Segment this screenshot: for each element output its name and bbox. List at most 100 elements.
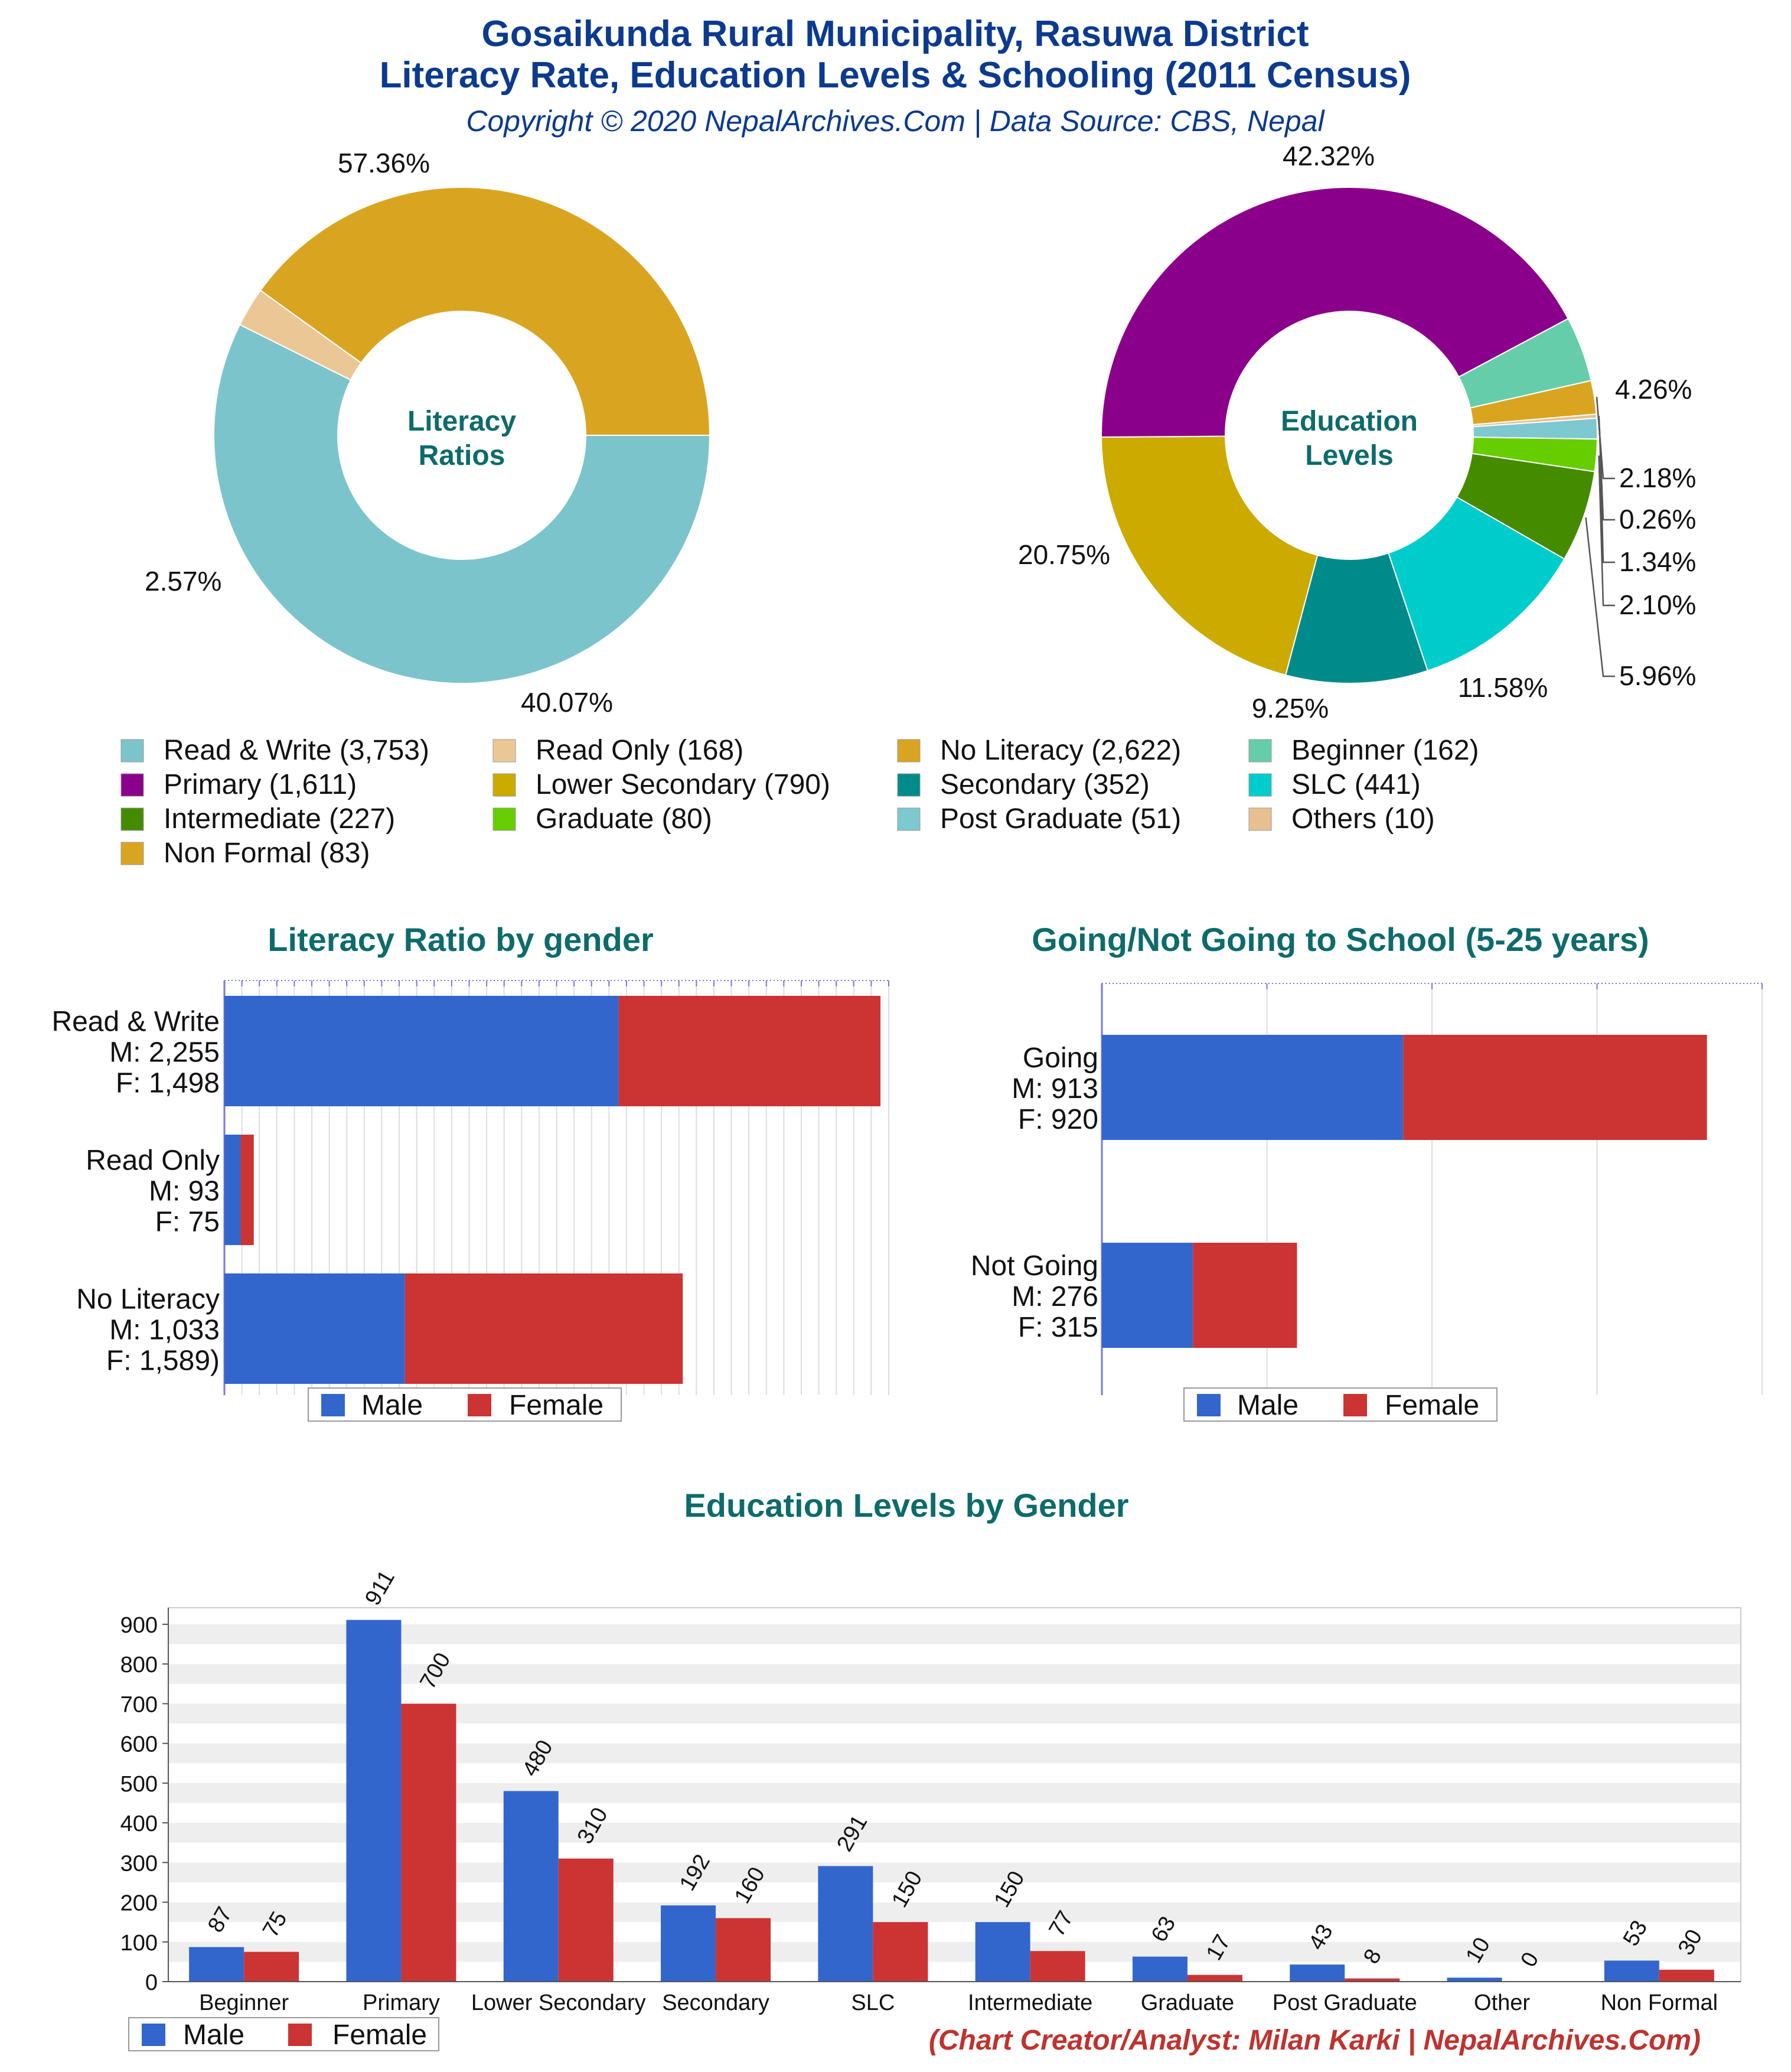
- category-value-label: M: 93: [149, 1176, 220, 1207]
- legend-item-label: No Literacy (2,622): [940, 735, 1181, 766]
- legend-swatch-others: [1248, 807, 1272, 831]
- legend-item-label: Graduate (80): [536, 803, 712, 835]
- legend-item-label: Post Graduate (51): [940, 803, 1181, 835]
- bar-non-formal-female: [1659, 1969, 1714, 1982]
- bar-intermediate-male: [975, 1922, 1030, 1982]
- legend-item-label: Secondary (352): [940, 769, 1150, 800]
- donut-center-label: Literacy: [407, 406, 516, 437]
- x-category-label: Lower Secondary: [471, 1990, 646, 2015]
- legend-item-label: Read Only (168): [536, 735, 743, 766]
- legend-item-label: Beginner (162): [1291, 735, 1479, 766]
- bar-beginner-female: [244, 1952, 299, 1982]
- legend-swatch-male: [321, 1394, 345, 1416]
- literacy-gender-chart-title: Literacy Ratio by gender: [267, 921, 654, 958]
- bar-graduate-male: [1132, 1956, 1188, 1982]
- legend-swatch-intermediate: [120, 807, 144, 831]
- slice-pct-label: 11.58%: [1458, 672, 1548, 703]
- bar-graduate-female: [1187, 1975, 1242, 1982]
- donut-slice-no-literacy: [259, 187, 711, 436]
- legend-swatch-female: [468, 1394, 491, 1416]
- slice-pct-label: 2.10%: [1619, 589, 1696, 620]
- legend-swatch-female: [1343, 1394, 1367, 1416]
- category-value-label: M: 2,255: [109, 1037, 220, 1068]
- donut-center-label: Education: [1281, 406, 1418, 437]
- school-going-chart-title: Going/Not Going to School (5-25 years): [1032, 921, 1649, 958]
- legend-swatch-lower-secondary: [492, 773, 516, 797]
- y-tick-label: 100: [120, 1931, 158, 1956]
- bar-slc-male: [818, 1866, 873, 1982]
- page-title-line2: Literacy Rate, Education Levels & School…: [380, 55, 1411, 96]
- legend-swatch-no-literacy: [897, 739, 921, 763]
- grid-band: [168, 1624, 1741, 1644]
- x-category-label: Beginner: [199, 1990, 289, 2015]
- leader-line: [1598, 455, 1615, 607]
- legend-male-label: Male: [183, 2019, 244, 2051]
- legend-item-label: Non Formal (83): [164, 838, 370, 869]
- x-category-label: Graduate: [1141, 1990, 1234, 2015]
- grid-band: [168, 1664, 1741, 1684]
- bar-not-going-male: [1102, 1243, 1193, 1348]
- education-gender-chart-title: Education Levels by Gender: [684, 1487, 1128, 1524]
- bar-primary-male: [346, 1620, 402, 1982]
- bar-going-male: [1102, 1035, 1404, 1140]
- bar-read-only-male: [224, 1135, 241, 1245]
- category-label: Going: [1023, 1042, 1098, 1074]
- legend-female-label: Female: [332, 2019, 427, 2051]
- gender-legend-box: [1183, 1387, 1498, 1422]
- category-label: Not Going: [971, 1250, 1098, 1282]
- gender-legend-box: [308, 1387, 622, 1422]
- y-tick-label: 0: [145, 1970, 158, 1995]
- donut-center-label: Ratios: [419, 440, 505, 471]
- bar-going-female: [1403, 1035, 1707, 1140]
- slice-pct-label: 40.07%: [521, 687, 613, 718]
- category-value-label: M: 913: [1012, 1073, 1098, 1105]
- x-category-label: Intermediate: [968, 1990, 1092, 2015]
- bar-read-only-female: [240, 1135, 254, 1245]
- legend-male-label: Male: [1237, 1390, 1299, 1421]
- category-value-label: F: 75: [155, 1207, 220, 1238]
- category-value-label: F: 920: [1018, 1104, 1098, 1135]
- legend-item-label: Lower Secondary (790): [536, 769, 830, 800]
- donut-slice-lower-secondary: [1101, 435, 1319, 676]
- grid-band: [168, 1644, 1741, 1664]
- y-tick-label: 400: [120, 1812, 158, 1836]
- bar-beginner-male: [189, 1947, 244, 1982]
- bar-primary-female: [401, 1703, 456, 1982]
- category-label: No Literacy: [76, 1284, 220, 1315]
- legend-swatch-secondary: [897, 773, 921, 797]
- page-title-line1: Gosaikunda Rural Municipality, Rasuwa Di…: [481, 14, 1309, 54]
- copyright-subtitle: Copyright © 2020 NepalArchives.Com | Dat…: [466, 105, 1325, 138]
- bar-intermediate-female: [1030, 1951, 1085, 1982]
- x-category-label: Non Formal: [1601, 1990, 1718, 2015]
- category-value-label: F: 1,498: [116, 1068, 220, 1099]
- slice-pct-label: 0.26%: [1619, 504, 1696, 535]
- category-value-label: F: 315: [1018, 1312, 1098, 1343]
- legend-swatch-male: [142, 2024, 165, 2046]
- legend-swatch-post-graduate: [897, 807, 921, 831]
- legend-swatch-graduate: [492, 807, 516, 831]
- y-tick-label: 900: [120, 1613, 158, 1638]
- legend-item-label: SLC (441): [1291, 769, 1421, 800]
- legend-item-label: Others (10): [1291, 803, 1435, 835]
- slice-pct-label: 4.26%: [1615, 374, 1692, 405]
- bar-post-graduate-male: [1290, 1965, 1345, 1982]
- slice-pct-label: 20.75%: [1018, 539, 1110, 570]
- donut-slice-slc: [1388, 496, 1565, 672]
- bar-non-formal-male: [1604, 1960, 1659, 1982]
- y-tick-label: 200: [120, 1891, 158, 1916]
- category-legend: Read & Write (3,753) Read Only (168) No Li…: [120, 735, 1479, 869]
- bar-read-write-male: [224, 996, 619, 1106]
- x-category-label: SLC: [851, 1990, 895, 2015]
- x-category-label: Post Graduate: [1273, 1990, 1417, 2015]
- x-category-label: Secondary: [662, 1990, 769, 2015]
- bar-other-male: [1447, 1977, 1502, 1982]
- bar-secondary-male: [661, 1905, 716, 1982]
- legend-swatch-primary: [120, 773, 144, 797]
- grid-band: [168, 1608, 1741, 1624]
- legend-swatch-female: [288, 2024, 312, 2046]
- slice-pct-label: 9.25%: [1252, 693, 1329, 724]
- legend-swatch-slc: [1248, 773, 1272, 797]
